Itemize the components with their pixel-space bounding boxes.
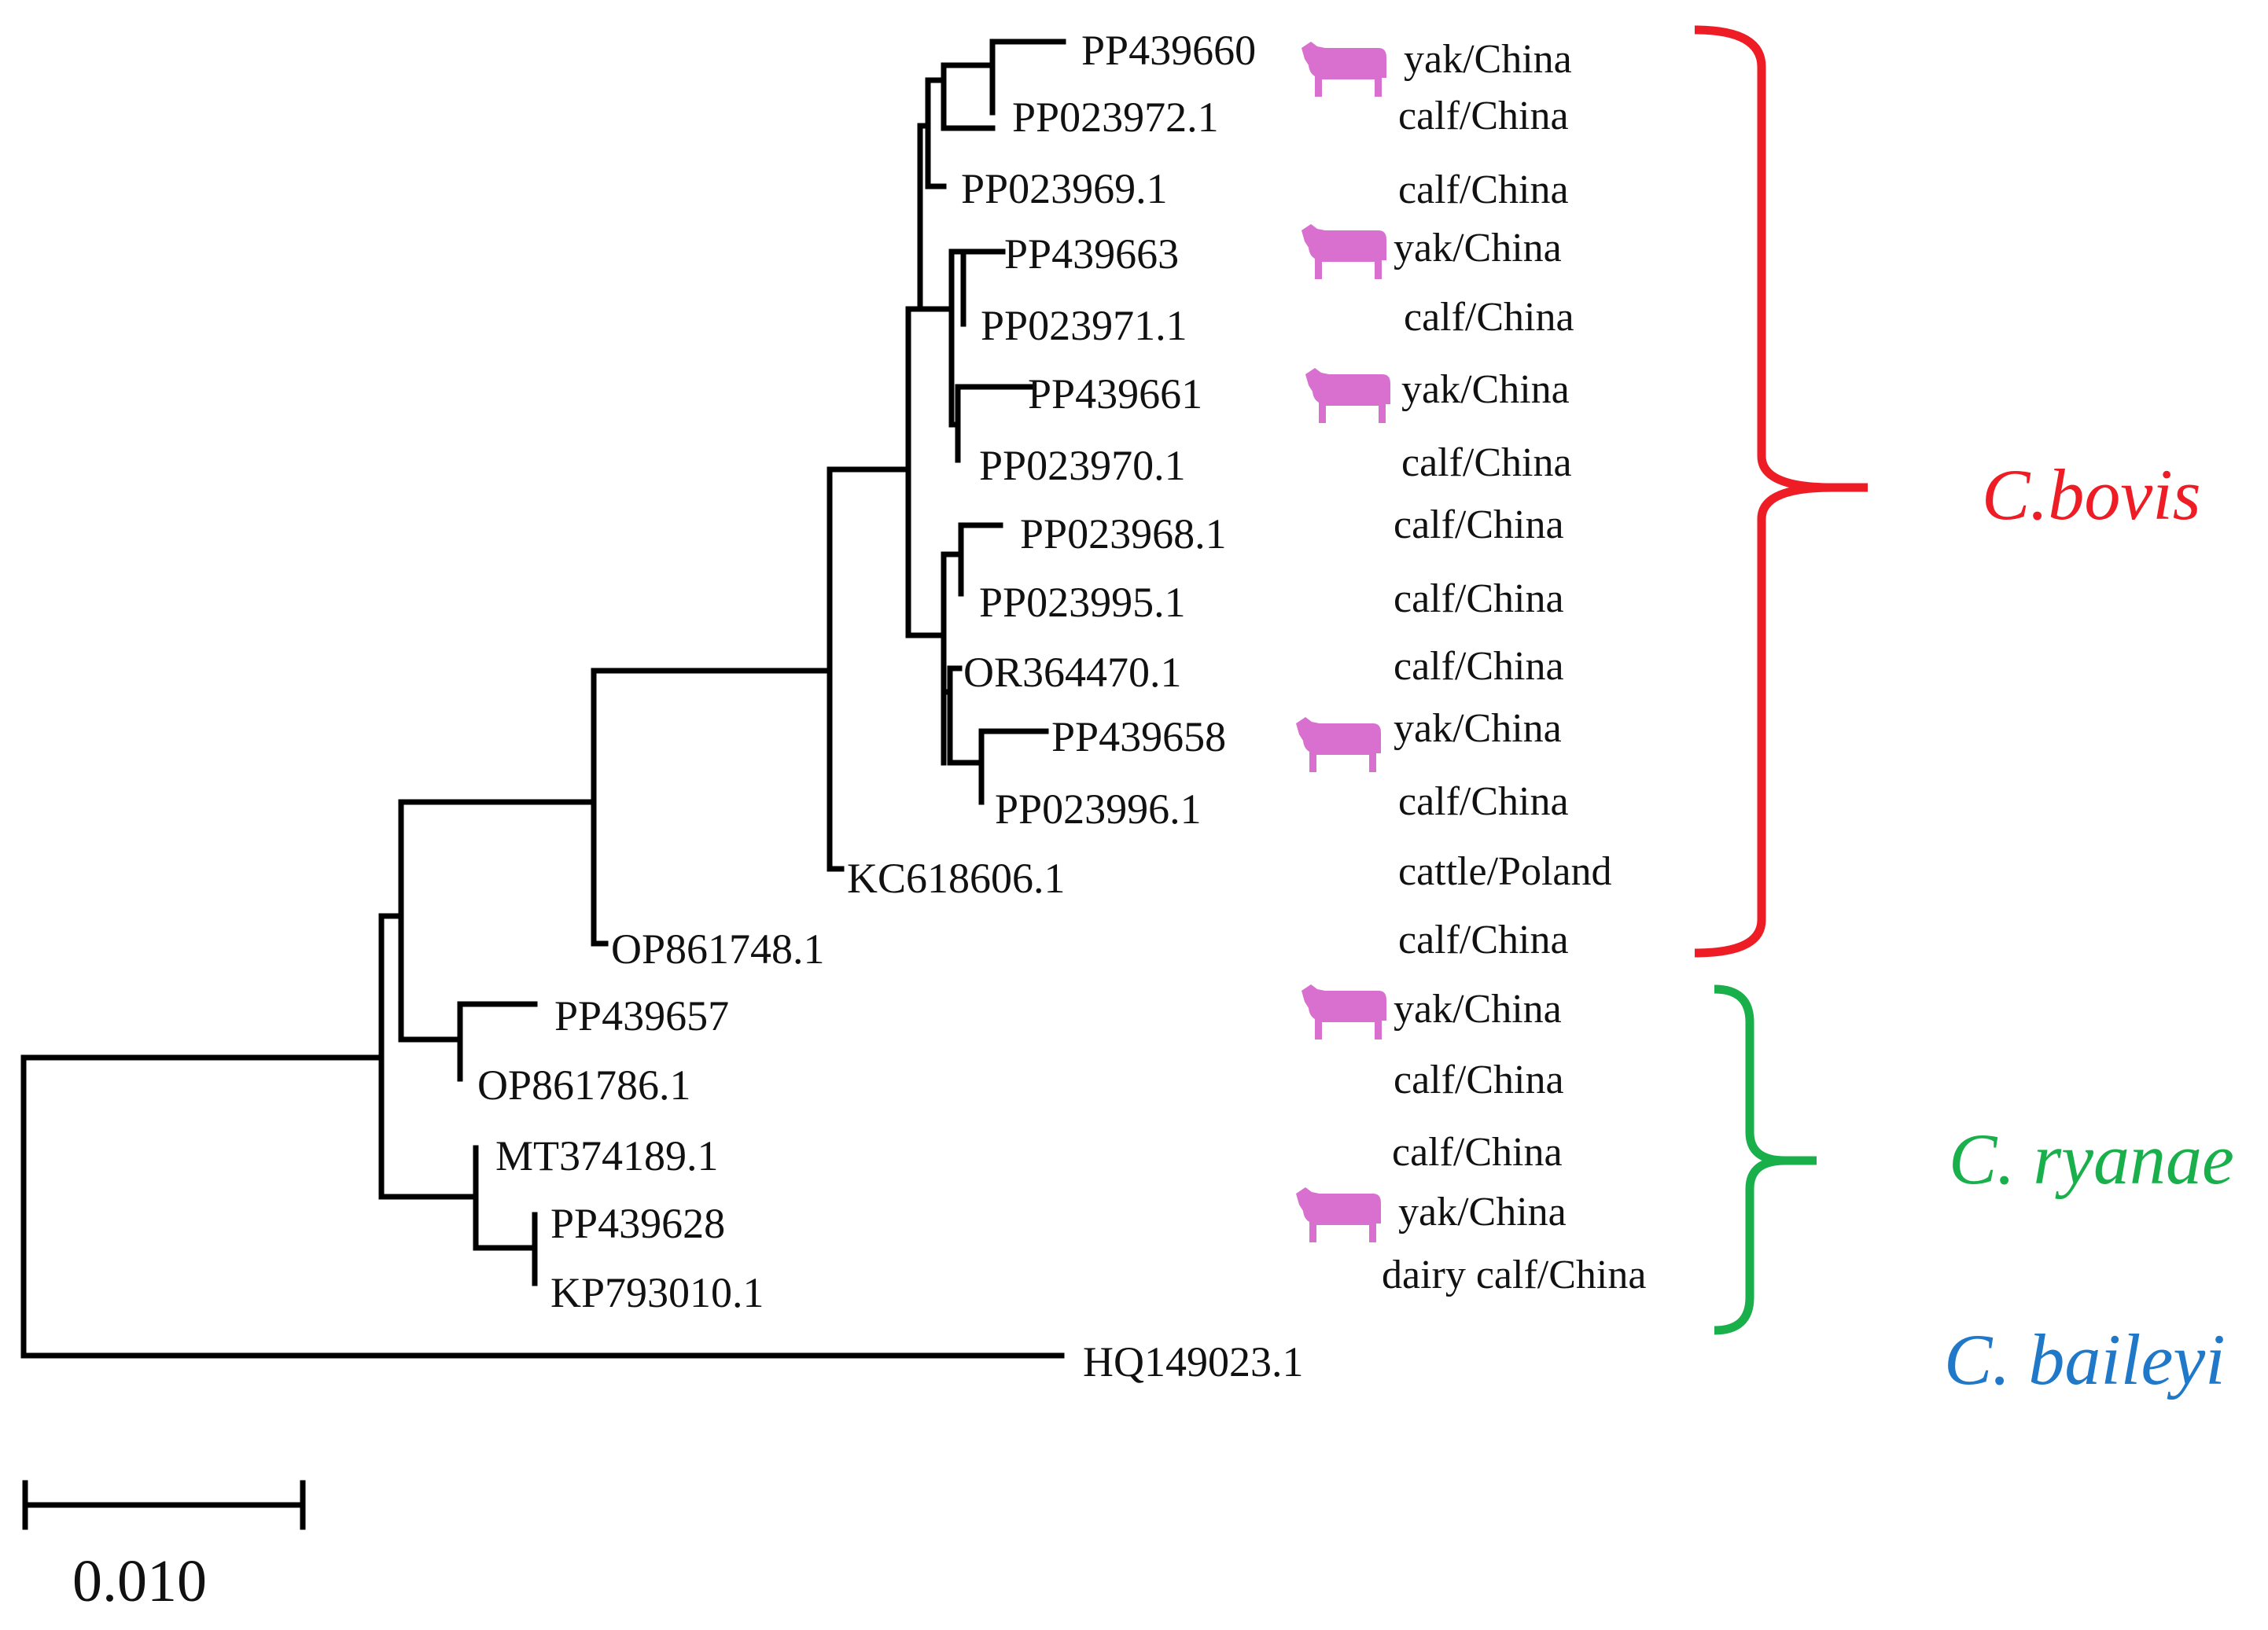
host-label: calf/China bbox=[1398, 779, 1569, 824]
host-label: calf/China bbox=[1401, 440, 1572, 485]
tip-label: PP023969.1 bbox=[961, 165, 1168, 212]
tip-label: HQ149023.1 bbox=[1083, 1338, 1304, 1385]
clade-label-bovis: C.bovis bbox=[1982, 454, 2201, 535]
tip-label: PP439661 bbox=[1028, 370, 1202, 418]
yak-icon bbox=[1296, 717, 1381, 772]
clade-labels: C.bovis C. ryanae C. baileyi bbox=[1944, 454, 2234, 1400]
host-label: cattle/Poland bbox=[1398, 849, 1611, 894]
clade-bracket-ryanae bbox=[1714, 984, 1817, 1335]
scale-bar-label: 0.010 bbox=[72, 1548, 207, 1614]
tip-label: MT374189.1 bbox=[495, 1132, 719, 1179]
tip-label: PP439658 bbox=[1051, 713, 1226, 760]
clade-bracket-bovis bbox=[1694, 25, 1868, 958]
tip-label: PP023995.1 bbox=[979, 579, 1186, 626]
tip-label: KC618606.1 bbox=[847, 855, 1066, 902]
tip-label: PP023996.1 bbox=[995, 786, 1202, 833]
yak-icons bbox=[1296, 42, 1390, 1242]
tip-label: PP439628 bbox=[550, 1200, 725, 1247]
host-label: yak/China bbox=[1404, 37, 1572, 82]
yak-icon bbox=[1302, 984, 1386, 1039]
clade-label-baileyi: C. baileyi bbox=[1944, 1319, 2226, 1400]
tree-branches bbox=[20, 39, 1066, 1359]
host-label: calf/China bbox=[1394, 502, 1564, 547]
host-label: yak/China bbox=[1394, 987, 1562, 1032]
tip-label: OP861748.1 bbox=[611, 925, 825, 973]
host-label: yak/China bbox=[1398, 1190, 1567, 1234]
yak-icon bbox=[1302, 42, 1386, 97]
host-label: yak/China bbox=[1394, 706, 1562, 751]
tip-label: KP793010.1 bbox=[550, 1269, 764, 1316]
tip-label: OR364470.1 bbox=[963, 649, 1182, 696]
host-label: calf/China bbox=[1398, 167, 1569, 212]
tip-label: PP023968.1 bbox=[1020, 510, 1227, 557]
clade-label-ryanae: C. ryanae bbox=[1949, 1119, 2234, 1199]
host-label: calf/China bbox=[1392, 1130, 1563, 1175]
host-label: calf/China bbox=[1404, 295, 1574, 340]
yak-icon bbox=[1305, 368, 1390, 423]
scale-bar-line bbox=[22, 1480, 306, 1530]
host-label: calf/China bbox=[1394, 576, 1564, 621]
host-label: calf/China bbox=[1394, 1058, 1564, 1102]
host-labels: yak/China calf/China calf/China yak/Chin… bbox=[1382, 37, 1646, 1297]
host-label: calf/China bbox=[1394, 644, 1564, 689]
tip-labels: PP439660 PP023972.1 PP023969.1 PP439663 … bbox=[477, 27, 1304, 1385]
yak-icon bbox=[1296, 1187, 1381, 1242]
tip-label: PP023971.1 bbox=[981, 302, 1187, 349]
tip-label: PP439663 bbox=[1004, 230, 1179, 278]
scale-bar: 0.010 bbox=[22, 1480, 306, 1614]
tip-label: PP023970.1 bbox=[979, 442, 1186, 489]
tip-label: OP861786.1 bbox=[477, 1062, 691, 1109]
clade-brackets bbox=[1694, 25, 1868, 1335]
host-label: calf/China bbox=[1398, 94, 1569, 138]
host-label: dairy calf/China bbox=[1382, 1253, 1646, 1297]
host-label: calf/China bbox=[1398, 918, 1569, 962]
host-label: yak/China bbox=[1394, 226, 1562, 270]
host-label: yak/China bbox=[1401, 367, 1570, 412]
yak-icon bbox=[1302, 224, 1386, 279]
tip-label: PP439660 bbox=[1081, 27, 1256, 74]
tip-label: PP023972.1 bbox=[1012, 94, 1219, 141]
tip-label: PP439657 bbox=[554, 992, 729, 1039]
